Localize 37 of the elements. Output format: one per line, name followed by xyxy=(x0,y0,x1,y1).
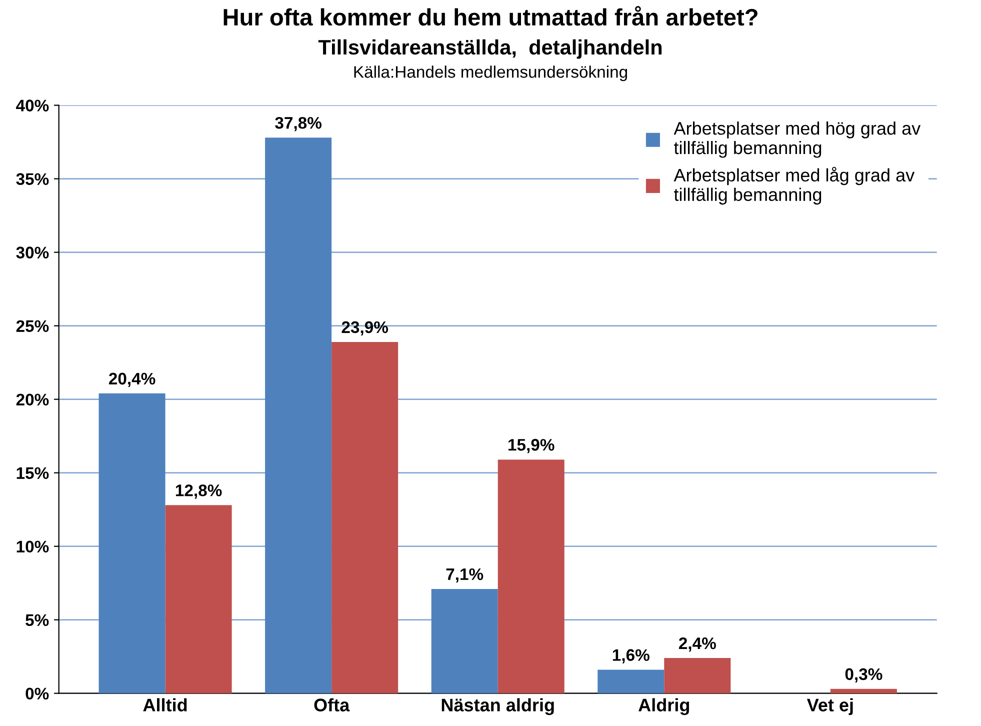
y-tick-label: 10% xyxy=(16,540,49,553)
x-tick-label: Aldrig xyxy=(638,698,690,716)
bar xyxy=(830,688,897,694)
legend-label: Arbetsplatser med hög grad av tillfällig bemanning xyxy=(674,122,921,158)
y-tick-label: 30% xyxy=(16,246,49,259)
y-tick-label: 5% xyxy=(26,614,49,626)
y-tick-label: 25% xyxy=(16,320,49,332)
bar xyxy=(98,393,166,694)
chart-title: Hur ofta kommer du hem utmattad från arbetet? xyxy=(224,6,758,26)
data-label: 1,6% xyxy=(612,649,650,664)
data-label: 37,8% xyxy=(275,116,322,132)
y-tick-label: 35% xyxy=(16,173,49,186)
y-tick-label: 20% xyxy=(16,394,49,406)
data-label: 2,4% xyxy=(678,637,716,652)
legend-label: Arbetsplatser med låg grad av tillfällig bemanning xyxy=(674,166,915,205)
x-tick-label: Vet ej xyxy=(806,698,853,716)
data-label: 20,4% xyxy=(108,372,156,387)
x-tick-label: Alltid xyxy=(143,698,187,712)
data-label: 7,1% xyxy=(446,568,484,583)
x-tick-label: Ofta xyxy=(314,698,350,712)
text: Källa:Handels medlemsundersökning xyxy=(354,66,628,82)
bar xyxy=(265,138,332,694)
bar xyxy=(498,460,564,694)
bar xyxy=(598,670,664,694)
x-tick-label: Nästan aldrig xyxy=(442,698,554,716)
bar xyxy=(332,342,398,694)
data-label: 0,3% xyxy=(845,668,882,682)
y-tick-label: 40% xyxy=(16,100,49,112)
chart-subtitle: Tillsvidareanställda, detaljhandeln xyxy=(318,39,662,59)
bar xyxy=(165,505,232,694)
y-tick-label: 15% xyxy=(16,467,49,480)
bar xyxy=(431,588,498,694)
data-label: 15,9% xyxy=(508,438,554,454)
data-label: 12,8% xyxy=(176,484,222,499)
data-label: 23,9% xyxy=(342,321,388,336)
bar xyxy=(664,658,731,694)
y-tick-label: 0% xyxy=(26,688,49,700)
